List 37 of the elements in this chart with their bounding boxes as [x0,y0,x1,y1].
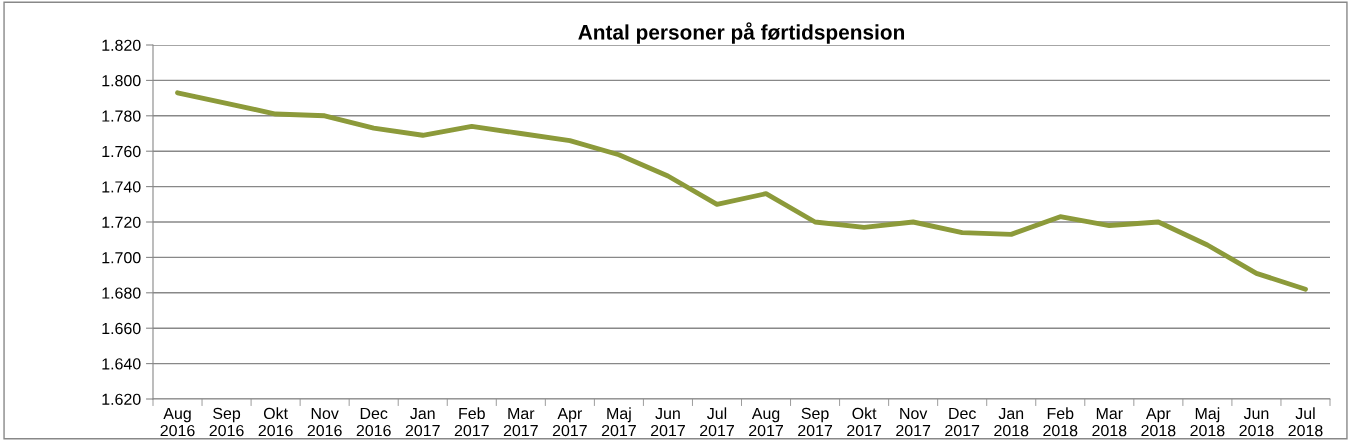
y-tick-label: 1.660 [102,322,141,335]
y-tick-label: 1.640 [102,358,141,370]
y-tick-label: 1.720 [102,216,141,228]
x-tick-label: Okt 2017 [847,407,882,437]
x-tick-label: Maj 2017 [601,407,636,437]
x-tick-label: Aug 2017 [749,407,783,437]
x-tick-label: Sep 2017 [798,407,833,437]
x-tick-label: Nov 2016 [307,407,342,437]
x-tick-label: Jan 2018 [994,407,1029,437]
x-tick-label: Jun 2018 [1239,407,1274,437]
x-tick-label: Sep 2016 [209,407,244,437]
x-tick-label: Jul 2018 [1288,407,1323,437]
x-tick-label: Okt 2016 [258,407,293,437]
line-series [175,90,1308,292]
x-tick-label: Jul 2017 [700,407,734,437]
y-tick-label: 1.620 [102,393,141,405]
y-tick-label: 1.800 [102,75,141,87]
x-tick-label: Mar 2017 [503,407,538,437]
y-tick-label: 1.740 [102,181,141,193]
chart-title: Antal personer på førtidspension [578,22,905,44]
y-tick-label: 1.820 [102,39,141,51]
x-tick-label: Dec 2016 [356,407,391,437]
x-tick-label: Jun 2017 [650,407,685,437]
x-tick-label: Aug 2016 [160,407,195,437]
y-tick-label: 1.700 [102,252,141,264]
x-tick-label: Dec 2017 [945,407,980,437]
x-tick-label: Jan 2017 [405,407,440,437]
x-tick-label: Nov 2017 [896,407,931,437]
x-tick-label: Apr 2018 [1141,407,1176,437]
y-tick-label: 1.780 [102,110,141,122]
x-tick-label: Feb 2017 [454,407,489,437]
y-tick-label: 1.680 [102,287,141,299]
x-tick-label: Maj 2018 [1190,407,1225,437]
y-tick-label: 1.760 [102,145,141,158]
x-tick-label: Apr 2017 [552,407,587,437]
x-tick-label: Mar 2018 [1092,407,1127,437]
x-tick-label: Feb 2018 [1043,407,1078,437]
